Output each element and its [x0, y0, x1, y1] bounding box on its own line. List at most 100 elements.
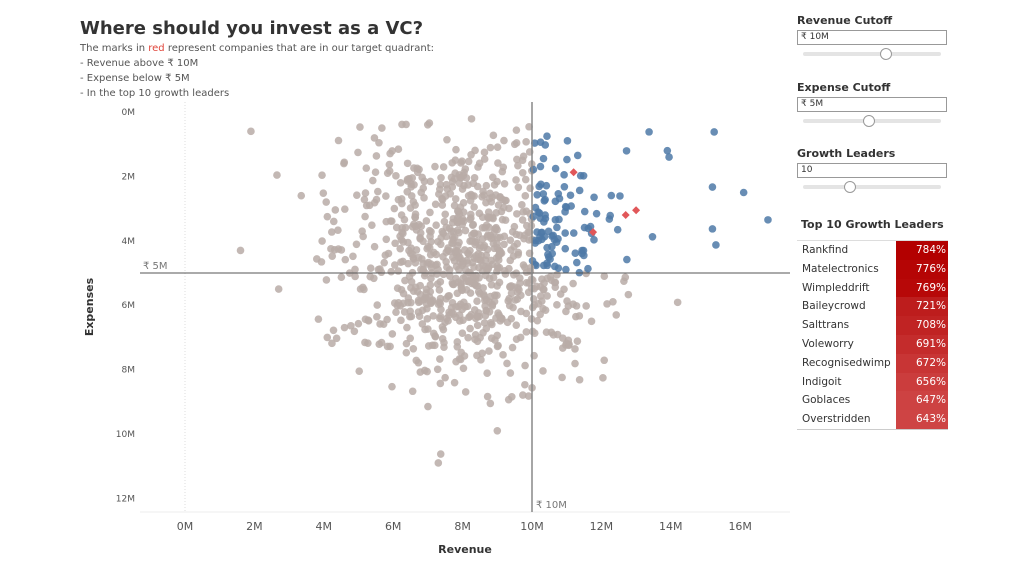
expense-cutoff-slider[interactable] [803, 115, 941, 127]
company-point [408, 222, 417, 231]
company-point [403, 187, 412, 196]
table-row[interactable]: Recognisedwimp 672% [797, 353, 948, 373]
company-point [526, 184, 534, 192]
company-point [462, 277, 471, 286]
quadrant-point [563, 137, 572, 145]
quadrant-point [561, 208, 569, 216]
slider-knob[interactable] [879, 48, 892, 60]
company-point [489, 131, 498, 140]
slider-knob[interactable] [863, 115, 876, 127]
company-point [506, 236, 515, 244]
company-point [478, 349, 487, 358]
table-row[interactable]: Indigoit 656% [797, 372, 948, 392]
company-point [480, 319, 489, 327]
company-point [515, 286, 523, 294]
company-point [572, 312, 580, 321]
quadrant-point [538, 228, 546, 237]
growth-value: 721% [896, 297, 948, 317]
growth-value: 672% [896, 353, 948, 373]
company-point [473, 297, 481, 306]
table-row[interactable]: Matelectronics 776% [797, 259, 948, 279]
company-name: Overstridden [802, 413, 871, 426]
company-point [402, 120, 410, 129]
growth-leaders-slider[interactable] [803, 181, 941, 193]
company-point [513, 210, 521, 218]
company-point [600, 272, 609, 280]
company-name: Goblaces [802, 394, 851, 407]
company-point [323, 333, 332, 342]
company-point [507, 314, 516, 323]
company-point [317, 258, 326, 266]
company-name: Indigoit [802, 375, 842, 388]
company-point [514, 250, 522, 259]
quadrant-point [764, 216, 772, 224]
company-point [373, 301, 382, 309]
company-point [459, 364, 468, 373]
company-point [500, 179, 509, 188]
quadrant-point [710, 128, 718, 136]
company-point [451, 195, 460, 203]
company-point [340, 159, 348, 168]
quadrant-point [573, 258, 581, 267]
y-tick-label: 0M [122, 108, 136, 118]
company-point [457, 217, 466, 225]
company-point [396, 244, 404, 253]
company-point [472, 281, 480, 290]
company-point [420, 366, 429, 375]
company-point [355, 367, 364, 375]
company-point [493, 426, 502, 435]
target-point [621, 211, 630, 220]
bullet: - Expense below ₹ 5M [80, 73, 190, 84]
company-point [356, 123, 364, 131]
company-point [481, 311, 490, 320]
company-point [360, 285, 368, 294]
company-point [529, 276, 537, 284]
quadrant-point [592, 209, 601, 218]
slider-knob[interactable] [843, 181, 856, 193]
company-name: Rankfind [802, 244, 849, 256]
x-tick-label: 6M [385, 520, 402, 533]
company-point [423, 121, 432, 129]
company-point [487, 280, 496, 289]
table-row[interactable]: Voleworry 691% [797, 334, 948, 354]
company-point [374, 187, 382, 196]
company-point [575, 375, 584, 384]
company-point [436, 379, 445, 388]
company-point [318, 171, 326, 179]
quadrant-point [544, 250, 552, 259]
company-point [502, 196, 510, 205]
growth-leaders-input[interactable]: 10 [797, 163, 947, 178]
company-point [397, 235, 406, 244]
table-row[interactable]: Salttrans 708% [797, 316, 948, 335]
y-tick-label: 4M [122, 237, 136, 247]
company-point [525, 122, 533, 131]
company-point [393, 284, 402, 293]
revenue-cutoff-label: ₹ 10M [536, 500, 567, 511]
quadrant-point [584, 264, 592, 273]
company-point [415, 220, 423, 229]
company-point [361, 189, 370, 197]
expense-cutoff-input[interactable]: ₹ 5M [797, 97, 947, 112]
table-row[interactable]: Baileycrowd 721% [797, 297, 948, 317]
table-row[interactable]: Rankfind 784% [797, 241, 948, 260]
table-row[interactable]: Overstridden 643% [797, 410, 948, 429]
company-point [478, 213, 487, 221]
control-label: Revenue Cutoff [797, 14, 893, 27]
company-point [383, 169, 392, 177]
company-point [533, 316, 542, 325]
company-point [403, 159, 412, 168]
company-point [474, 163, 482, 171]
company-point [451, 156, 460, 164]
company-point [445, 292, 453, 300]
sub-pre: The marks in [80, 43, 149, 54]
company-point [493, 143, 502, 151]
revenue-cutoff-slider[interactable] [803, 48, 941, 60]
company-point [609, 297, 617, 306]
company-point [440, 343, 448, 352]
table-row[interactable]: Goblaces 647% [797, 391, 948, 411]
y-tick-label: 2M [122, 172, 136, 182]
table-row[interactable]: Wimpleddrift 769% [797, 278, 948, 298]
revenue-cutoff-input[interactable]: ₹ 10M [797, 30, 947, 45]
company-point [383, 342, 392, 351]
company-point [432, 250, 441, 259]
